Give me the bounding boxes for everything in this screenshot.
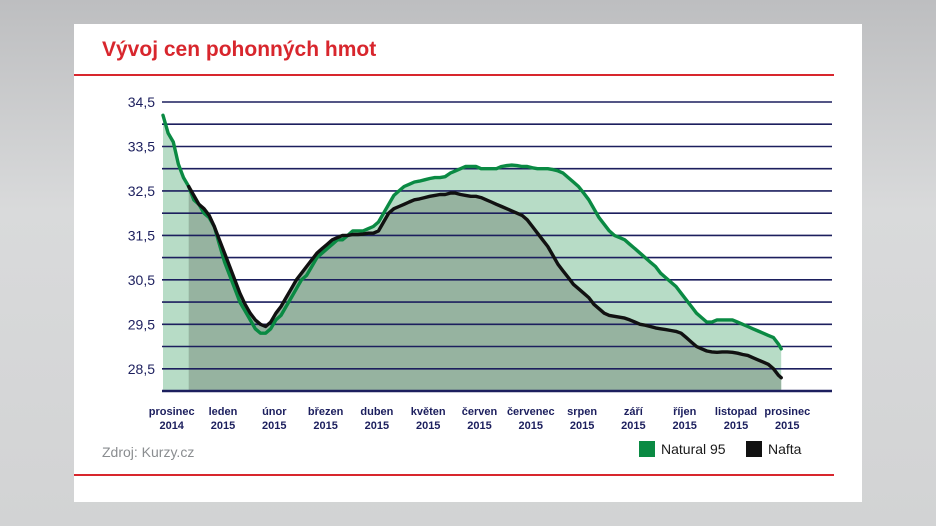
chart-card: Vývoj cen pohonných hmot 34,5 33,5 32,5 31,… — [74, 24, 862, 502]
area-nafta — [188, 186, 782, 391]
x-tick-month: listopad — [715, 406, 757, 418]
y-tick-label: 31,5 — [128, 227, 155, 243]
x-tick-year: 2015 — [262, 420, 286, 432]
x-tick-month: březen — [308, 406, 344, 418]
y-tick-label: 33,5 — [128, 139, 155, 155]
x-tick-year: 2015 — [313, 420, 337, 432]
x-tick-month: duben — [360, 406, 393, 418]
x-tick-year: 2014 — [159, 420, 184, 432]
x-tick-year: 2015 — [365, 420, 389, 432]
x-tick-year: 2015 — [621, 420, 645, 432]
chart-title: Vývoj cen pohonných hmot — [102, 38, 377, 61]
footer-divider — [74, 474, 834, 476]
x-tick-month: červen — [462, 406, 498, 418]
y-tick-label: 30,5 — [128, 272, 155, 288]
legend-label-natural95: Natural 95 — [661, 441, 726, 457]
y-tick-label: 32,5 — [128, 183, 155, 199]
legend-item-nafta: Nafta — [746, 441, 801, 457]
x-tick-month: září — [624, 406, 644, 418]
x-tick-year: 2015 — [724, 420, 748, 432]
x-tick-year: 2015 — [416, 420, 440, 432]
x-tick-year: 2015 — [672, 420, 696, 432]
legend-swatch-nafta — [746, 441, 762, 457]
fuel-price-chart: 34,5 33,5 32,5 31,5 30,5 29,5 28,5 prosinec 2014… — [128, 94, 832, 432]
x-tick-month: prosinec — [149, 406, 195, 418]
series-line-natural-95 — [161, 113, 783, 351]
x-tick-year: 2015 — [570, 420, 594, 432]
x-tick-month: červenec — [507, 406, 555, 418]
x-tick-month: říjen — [673, 406, 697, 418]
source-note: Zdroj: Kurzy.cz — [102, 444, 195, 460]
title-divider — [74, 74, 834, 76]
x-tick-month: prosinec — [764, 406, 810, 418]
x-tick-month: únor — [262, 406, 287, 418]
series-line-nafta — [187, 184, 783, 380]
y-tick-label: 34,5 — [128, 94, 155, 110]
x-tick-month: květen — [411, 406, 446, 418]
y-tick-label: 28,5 — [128, 361, 155, 377]
legend-label-nafta: Nafta — [768, 441, 802, 457]
legend-item-natural95: Natural 95 — [639, 441, 726, 457]
x-tick-year: 2015 — [519, 420, 543, 432]
x-tick-month: srpen — [567, 406, 597, 418]
x-tick-year: 2015 — [211, 420, 235, 432]
y-tick-label: 29,5 — [128, 316, 155, 332]
legend-swatch-natural95 — [639, 441, 655, 457]
x-tick-year: 2015 — [775, 420, 799, 432]
x-tick-year: 2015 — [467, 420, 491, 432]
x-tick-month: leden — [209, 406, 238, 418]
